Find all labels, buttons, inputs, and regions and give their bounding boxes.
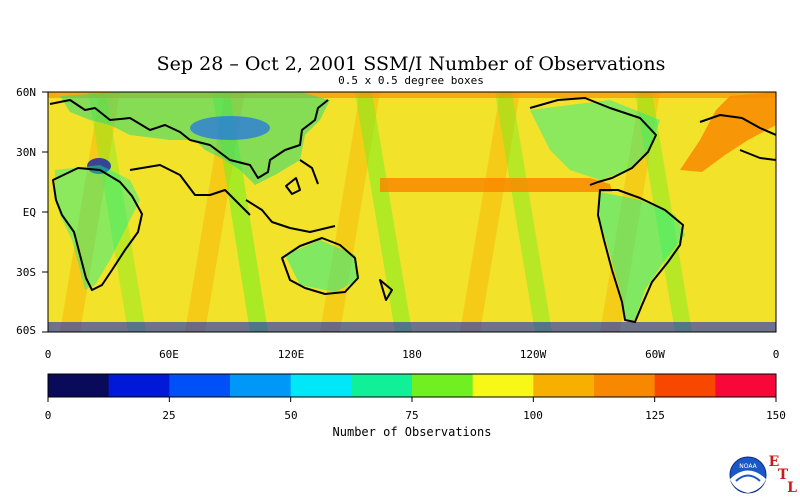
colorbar-tick-150: 150 — [766, 409, 786, 422]
colorbar-tick-100: 100 — [523, 409, 543, 422]
etl-letter-t: T — [778, 467, 789, 483]
observation-map — [48, 92, 776, 332]
longitude-axis: 0 60E 120E 180 120W 60W 0 — [45, 348, 780, 361]
lon-label-60e: 60E — [159, 348, 179, 361]
lon-label-60w: 60W — [645, 348, 665, 361]
colorbar-tick-0: 0 — [45, 409, 52, 422]
coastlines — [49, 97, 776, 323]
colorbar-swatch — [533, 374, 595, 397]
colorbar-swatch — [108, 374, 170, 397]
colorbar-frame — [47, 373, 777, 398]
colorbar-swatch — [230, 374, 292, 397]
land-fill — [48, 92, 776, 332]
colorbar-swatch — [290, 374, 352, 397]
lat-label-eq: EQ — [23, 206, 36, 219]
lon-label-0: 0 — [45, 348, 52, 361]
noaa-logo: NOAA — [729, 456, 767, 494]
colorbar-swatch — [472, 374, 534, 397]
etl-logo: E T L — [769, 454, 797, 496]
colorbar-tick-25: 25 — [162, 409, 175, 422]
colorbar-swatch — [594, 374, 656, 397]
data-gap-region-high — [48, 92, 776, 192]
colorbar-swatch — [412, 374, 474, 397]
etl-letter-e: E — [769, 454, 780, 470]
latitude-axis: 60N 30N EQ 30S 60S — [16, 86, 48, 337]
colorbar-swatch — [715, 374, 777, 397]
lon-label-0-end: 0 — [773, 348, 780, 361]
colorbar-title: Number of Observations — [333, 425, 492, 439]
colorbar-swatch — [48, 374, 110, 397]
lat-label-30s: 30S — [16, 266, 36, 279]
colorbar-swatch — [654, 374, 716, 397]
colorbar-swatch — [169, 374, 231, 397]
map-subtitle: 0.5 x 0.5 degree boxes — [338, 74, 484, 87]
colorbar-ticks: 0 25 50 75 100 125 150 — [45, 409, 786, 422]
noaa-logo-text: NOAA — [739, 463, 757, 470]
lat-label-60s: 60S — [16, 324, 36, 337]
colorbar-tick-125: 125 — [645, 409, 665, 422]
lon-label-180: 180 — [402, 348, 422, 361]
colorbar — [47, 374, 777, 402]
lat-label-30n: 30N — [16, 146, 36, 159]
lon-label-120e: 120E — [278, 348, 305, 361]
colorbar-swatch — [351, 374, 413, 397]
map-title: Sep 28 – Oct 2, 2001 SSM/I Number of Obs… — [157, 53, 666, 75]
colorbar-tick-50: 50 — [284, 409, 297, 422]
colorbar-tick-75: 75 — [405, 409, 418, 422]
lat-label-60n: 60N — [16, 86, 36, 99]
lon-label-120w: 120W — [520, 348, 547, 361]
etl-letter-l: L — [787, 480, 797, 496]
